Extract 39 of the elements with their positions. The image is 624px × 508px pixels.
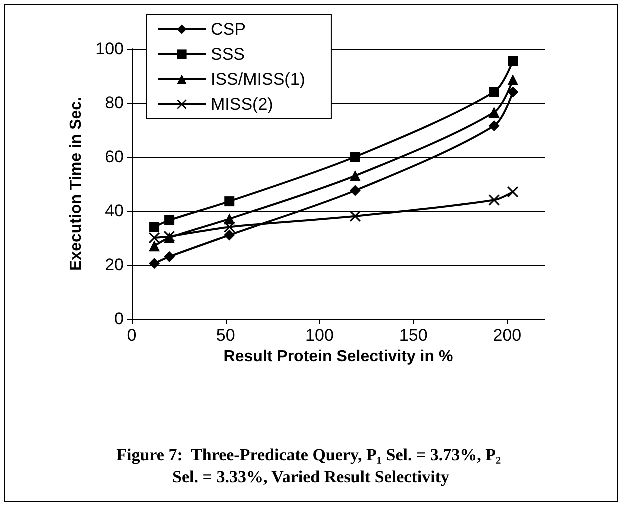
- point: [224, 222, 236, 233]
- y-tick-label: 100: [96, 40, 124, 58]
- point: [488, 106, 500, 118]
- point: [489, 87, 500, 98]
- y-tick-label: 60: [105, 148, 124, 166]
- y-tick-label: 0: [114, 310, 124, 328]
- legend-label: SSS: [211, 45, 246, 64]
- x-tick-label: 50: [216, 326, 236, 345]
- legend-label: CSP: [211, 20, 246, 39]
- text: Figure 7: Three-Predicate Query, P₁ Sel. = 3.73%, P₂ Sel. = 3.33%, Varied Result Selectivity: [116, 446, 506, 486]
- point: [488, 194, 500, 206]
- y-tick-label: 80: [105, 94, 124, 112]
- point: [164, 215, 175, 226]
- point: [508, 74, 519, 86]
- y-axis-title: Execution Time in Sec.: [68, 97, 86, 271]
- point: [508, 186, 519, 198]
- point: [508, 86, 519, 98]
- point: [224, 230, 236, 241]
- x-tick-label: 100: [306, 326, 334, 345]
- point: [350, 210, 361, 222]
- point: [350, 185, 361, 196]
- point: [508, 56, 518, 66]
- x-tick-label: 150: [399, 326, 428, 345]
- legend-label: MISS(2): [211, 95, 274, 114]
- point: [149, 240, 160, 252]
- point: [350, 152, 360, 162]
- point: [350, 170, 361, 182]
- point: [224, 196, 235, 207]
- x-tick-label: 0: [127, 326, 137, 345]
- legend-label: ISS/MISS(1): [211, 70, 306, 89]
- point: [150, 222, 160, 232]
- x-tick-label: 200: [493, 326, 522, 345]
- point: [149, 232, 160, 244]
- x-axis-title: Result Protein Selectivity in %: [224, 348, 454, 366]
- y-tick-label: 20: [105, 256, 124, 274]
- point: [164, 251, 176, 262]
- point: [488, 120, 500, 132]
- y-tick-label: 40: [105, 202, 124, 220]
- point: [149, 258, 160, 270]
